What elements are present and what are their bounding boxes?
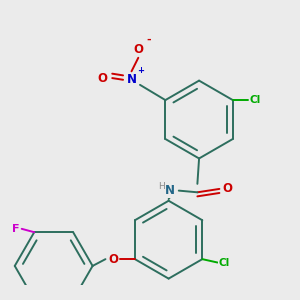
Text: O: O	[108, 253, 118, 266]
Text: +: +	[137, 66, 145, 75]
Text: H: H	[158, 182, 165, 191]
Text: O: O	[98, 72, 108, 85]
Text: F: F	[12, 224, 20, 234]
Text: O: O	[223, 182, 233, 195]
Text: Cl: Cl	[249, 95, 260, 105]
Text: N: N	[165, 184, 175, 197]
Text: -: -	[147, 35, 152, 45]
Text: N: N	[127, 73, 136, 86]
Text: O: O	[133, 43, 143, 56]
Text: Cl: Cl	[219, 257, 230, 268]
